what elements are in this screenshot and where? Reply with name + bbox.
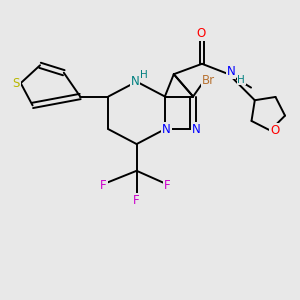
Text: N: N [162, 123, 171, 136]
Text: N: N [131, 75, 140, 88]
Text: S: S [13, 76, 20, 90]
Text: H: H [237, 75, 245, 85]
Text: Br: Br [202, 74, 215, 87]
Text: H: H [140, 70, 148, 80]
Text: F: F [164, 178, 170, 192]
Text: O: O [196, 27, 205, 40]
Text: F: F [100, 178, 106, 192]
Text: N: N [192, 123, 200, 136]
Text: N: N [227, 65, 236, 78]
Text: F: F [133, 194, 140, 207]
Text: O: O [270, 124, 279, 137]
